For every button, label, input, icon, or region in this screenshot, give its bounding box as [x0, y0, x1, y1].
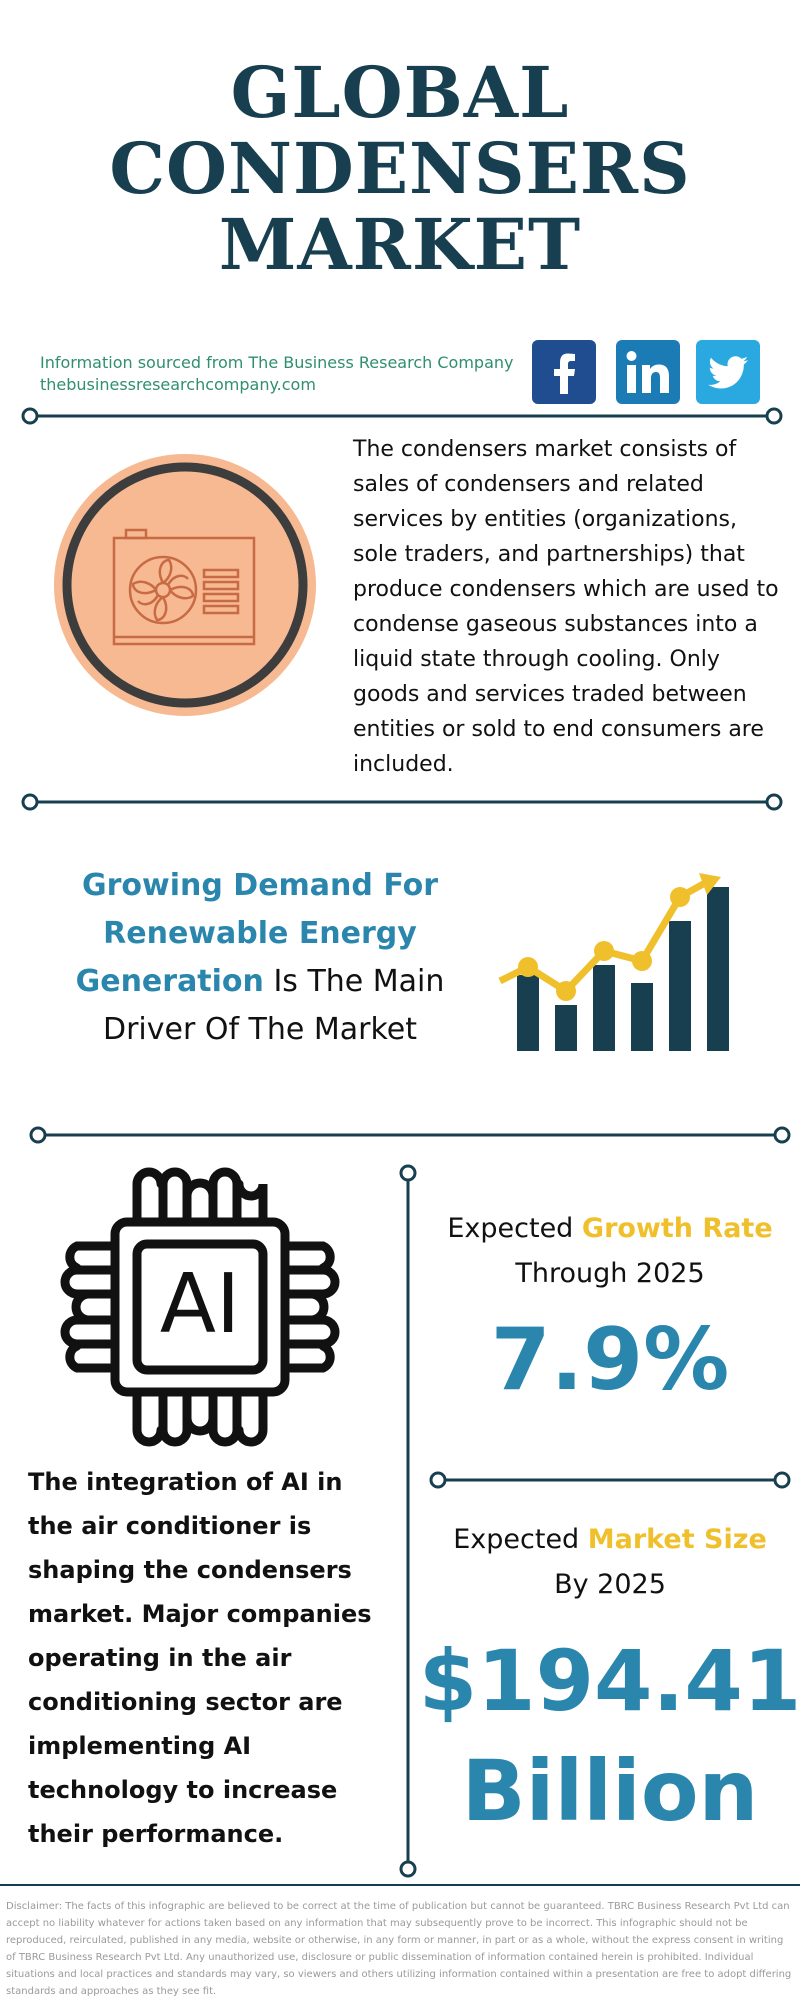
growth-chart-icon — [495, 865, 755, 1055]
market-label-highlight: Market Size — [587, 1524, 767, 1555]
market-size-value: $194.41 — [418, 1632, 800, 1730]
section-divider — [20, 792, 784, 812]
disclaimer-text: Disclaimer: The facts of this infographi… — [6, 1901, 792, 1997]
title-line: CONDENSERS — [109, 127, 691, 210]
market-driver: Growing Demand For Renewable Energy Gene… — [30, 862, 490, 1054]
growth-rate-label: Expected Growth Rate — [420, 1207, 800, 1251]
source-url[interactable]: thebusinessresearchcompany.com — [40, 375, 316, 394]
title-line: MARKET — [218, 203, 582, 286]
market-period-label: By 2025 — [554, 1569, 666, 1600]
growth-label-highlight: Growth Rate — [581, 1213, 773, 1244]
condenser-unit-icon — [52, 452, 318, 718]
section-divider — [28, 1125, 792, 1145]
footer-divider — [0, 1884, 800, 1886]
ai-chip-label: AI — [160, 1257, 240, 1352]
vertical-divider — [398, 1163, 418, 1879]
market-description: The condensers market consists of sales … — [353, 437, 779, 777]
market-size-label: Expected Market Size — [420, 1518, 800, 1562]
linkedin-icon[interactable] — [616, 340, 680, 404]
driver-text: Is The Main Driver Of The Market — [102, 964, 445, 1047]
source-line: Information sourced from The Business Re… — [40, 353, 514, 372]
growth-period-label: Through 2025 — [515, 1258, 705, 1289]
page-title: GLOBAL CONDENSERS MARKET — [0, 55, 800, 283]
market-size-unit: Billion — [461, 1742, 759, 1840]
ai-trend-text: The integration of AI in the air conditi… — [28, 1468, 372, 1848]
section-divider — [428, 1470, 792, 1490]
driver-highlight: Growing Demand For Renewable Energy Gene… — [75, 868, 438, 999]
source-info: Information sourced from The Business Re… — [40, 352, 513, 396]
facebook-icon[interactable] — [532, 340, 596, 404]
section-divider — [20, 406, 784, 426]
ai-chip-icon: AI — [55, 1162, 345, 1452]
market-label-prefix: Expected — [453, 1524, 588, 1555]
twitter-icon[interactable] — [696, 340, 760, 404]
title-line: GLOBAL — [230, 51, 570, 134]
growth-rate-value: 7.9% — [490, 1310, 730, 1410]
growth-label-prefix: Expected — [447, 1213, 582, 1244]
